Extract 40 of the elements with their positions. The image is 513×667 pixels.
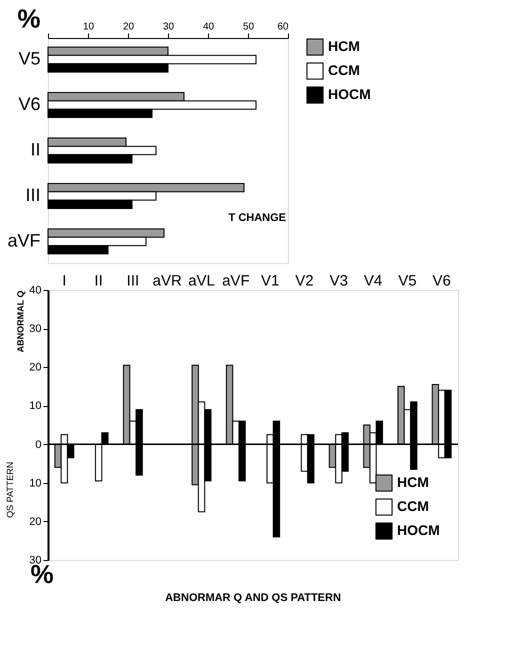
x-tick-label: V5 [398, 272, 417, 290]
legend-label: HCM [397, 474, 429, 490]
y-tick-label: aVF [7, 230, 40, 250]
y-tick-label: V6 [18, 94, 40, 114]
legend-label: CCM [328, 62, 360, 78]
legend-label: HOCM [397, 522, 440, 538]
legend-label: HOCM [328, 86, 371, 102]
x-tick-label: V4 [364, 272, 382, 290]
y-tick-label: V5 [18, 48, 40, 69]
y-tick-label: 30 [29, 323, 42, 336]
y-tick-label: 20 [29, 362, 42, 374]
x-tick-label: II [94, 272, 103, 290]
x-tick-label: 50 [242, 22, 254, 32]
y-tick-label: 10 [29, 400, 42, 412]
x-tick-label: V1 [260, 272, 280, 290]
x-tick-label: 60 [277, 22, 289, 32]
text: T CHANGE [228, 212, 286, 224]
y-tick-label: 0 [35, 438, 42, 451]
y-tick-label: III [25, 184, 40, 205]
x-axis-title: % [17, 4, 40, 34]
x-tick-label: V6 [432, 272, 451, 290]
x-tick-label: 10 [82, 22, 94, 32]
x-tick-label: III [126, 272, 140, 290]
x-tick-label: aVR [152, 272, 182, 290]
y-tick-label: II [30, 140, 40, 160]
text: ABNORMAR Q AND QS PATTERN [165, 592, 341, 604]
legend-label: HCM [328, 38, 360, 54]
x-tick-label: aVF [222, 272, 250, 290]
y-tick-label: 10 [29, 477, 42, 490]
text: QS PATTERN [5, 462, 15, 518]
x-tick-label: 30 [162, 22, 174, 32]
x-tick-label: I [62, 272, 66, 290]
x-tick-label: V3 [330, 272, 348, 290]
y-tick-label: 20 [29, 516, 42, 528]
x-tick-label: V2 [295, 272, 314, 290]
x-tick-label: aVL [188, 272, 215, 290]
x-tick-label: 20 [122, 22, 134, 32]
legend-label: CCM [397, 498, 429, 514]
x-tick-label: 40 [202, 22, 214, 32]
y-axis-title: ABNORMAL Q [15, 290, 26, 352]
